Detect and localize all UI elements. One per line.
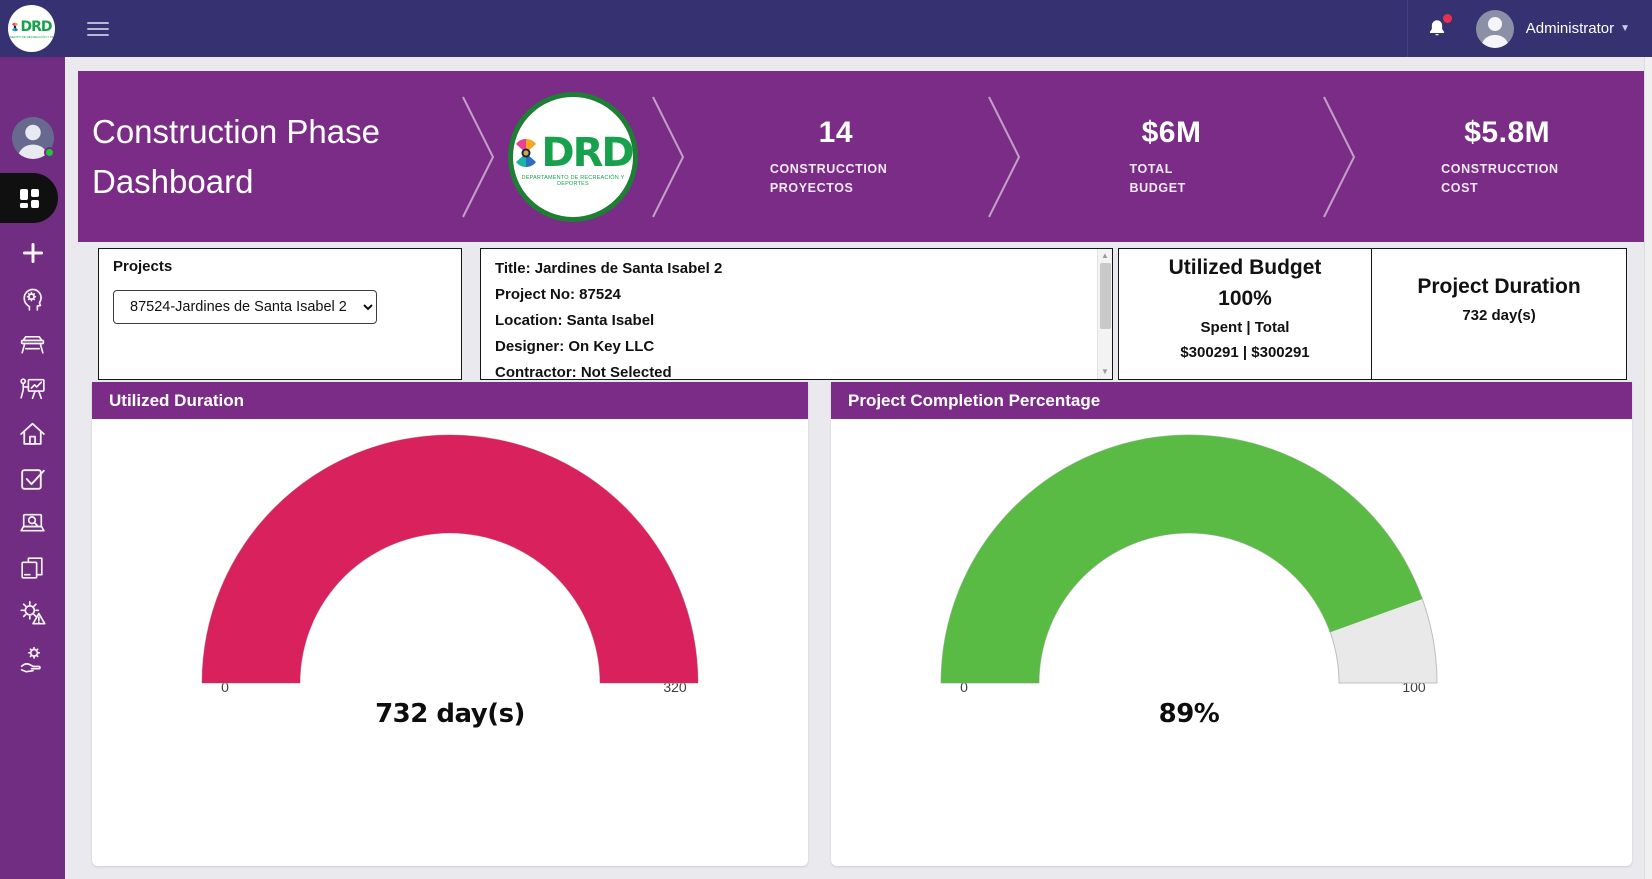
sidebar bbox=[0, 57, 65, 879]
stat-label: CONSTRUCCTION PROYECTOS bbox=[769, 162, 888, 195]
card-title: Utilized Duration bbox=[92, 382, 808, 419]
sidebar-item-home[interactable] bbox=[17, 417, 49, 449]
user-avatar[interactable] bbox=[1475, 9, 1514, 48]
documents-icon bbox=[21, 556, 43, 579]
dashboard-grid-icon bbox=[20, 189, 39, 208]
sidebar-item-services[interactable] bbox=[17, 642, 49, 674]
sidebar-item-training[interactable] bbox=[17, 372, 49, 404]
budget-amounts: $300291 | $300291 bbox=[1180, 344, 1310, 361]
utilized-duration-gauge: 0 320 bbox=[201, 434, 699, 695]
page-title: Construction Phase Dashboard bbox=[92, 113, 380, 200]
chevron-down-icon[interactable]: ▼ bbox=[1620, 23, 1630, 34]
gauge-min-label: 0 bbox=[960, 679, 968, 695]
info-scrollbar[interactable]: ▲ ▼ bbox=[1097, 249, 1112, 379]
sidebar-profile-avatar[interactable] bbox=[11, 117, 55, 159]
stat-construction-projects: 14 CONSTRUCCTION PROYECTOS bbox=[698, 116, 974, 196]
sidebar-item-inspection[interactable] bbox=[17, 507, 49, 539]
sidebar-item-planning[interactable] bbox=[17, 282, 49, 314]
drd-pinwheel-icon bbox=[516, 138, 537, 167]
project-designer-line: Designer: On Key LLC bbox=[495, 338, 655, 355]
duration-value: 732 day(s) bbox=[1462, 307, 1536, 324]
checkbox-icon bbox=[21, 468, 45, 490]
home-icon bbox=[20, 422, 45, 445]
logo-caption: DEPARTAMENTO DE RECREACIÓN Y DEPORTES bbox=[521, 174, 625, 187]
drd-pinwheel-icon bbox=[12, 22, 19, 31]
projects-panel: Projects 87524-Jardines de Santa Isabel … bbox=[98, 248, 462, 380]
page-scrollbar[interactable] bbox=[1644, 57, 1652, 879]
scrollbar-thumb[interactable] bbox=[1099, 263, 1111, 329]
sidebar-item-add[interactable] bbox=[17, 237, 49, 269]
budget-title: Utilized Budget bbox=[1168, 256, 1322, 279]
presentation-icon bbox=[20, 377, 45, 399]
online-status-dot bbox=[43, 147, 55, 158]
user-menu[interactable]: Administrator bbox=[1525, 20, 1615, 37]
scroll-up-icon[interactable]: ▲ bbox=[1101, 251, 1109, 260]
notification-badge bbox=[1442, 13, 1452, 23]
dashboard-banner: Construction Phase Dashboard DRD DEPARTA… bbox=[78, 71, 1645, 242]
laptop-search-icon bbox=[20, 513, 45, 532]
utilized-duration-card: Utilized Duration 0 320 732 day(s) bbox=[92, 382, 808, 866]
top-navbar: DRD DEPARTAMENTO DE RECREACIÓN Y DEPORTE… bbox=[0, 0, 1652, 57]
project-completion-card: Project Completion Percentage 0 100 89% bbox=[831, 382, 1632, 866]
head-gear-icon bbox=[23, 288, 42, 311]
gauges-row: Utilized Duration 0 320 732 day(s) Proje… bbox=[92, 382, 1632, 866]
project-number-line: Project No: 87524 bbox=[495, 286, 621, 303]
brand-caption: DEPARTAMENTO DE RECREACIÓN Y DEPORTES bbox=[8, 34, 55, 39]
brand-text: DRD bbox=[20, 18, 52, 35]
project-completion-gauge: 0 100 bbox=[940, 434, 1438, 695]
gear-alert-icon bbox=[19, 600, 46, 625]
bench-icon bbox=[20, 335, 45, 354]
gauge-value-label: 732 day(s) bbox=[375, 699, 525, 729]
chevron-separator-icon bbox=[638, 94, 698, 220]
stat-value: $5.8M bbox=[1464, 116, 1551, 150]
scroll-down-icon[interactable]: ▼ bbox=[1101, 367, 1109, 376]
utilized-budget-panel: Utilized Budget 100% Spent | Total $3002… bbox=[1118, 248, 1372, 380]
chevron-separator-icon bbox=[448, 94, 508, 220]
drd-logo: DRD DEPARTAMENTO DE RECREACIÓN Y DEPORTE… bbox=[508, 91, 638, 222]
menu-toggle-icon[interactable] bbox=[87, 18, 109, 40]
projects-label: Projects bbox=[113, 258, 173, 275]
project-contractor-line: Contractor: Not Selected bbox=[495, 364, 672, 381]
sidebar-item-documents[interactable] bbox=[17, 552, 49, 584]
sidebar-item-furniture[interactable] bbox=[17, 327, 49, 359]
project-duration-panel: Project Duration 732 day(s) bbox=[1371, 248, 1627, 380]
notifications-bell-icon[interactable] bbox=[1426, 13, 1452, 41]
project-select[interactable]: 87524-Jardines de Santa Isabel 2 bbox=[113, 290, 377, 324]
drd-logo-small[interactable]: DRD DEPARTAMENTO DE RECREACIÓN Y DEPORTE… bbox=[8, 5, 55, 52]
chevron-separator-icon bbox=[974, 94, 1034, 220]
sidebar-item-dashboard[interactable] bbox=[0, 173, 58, 223]
gauge-value-label: 89% bbox=[1158, 699, 1220, 729]
sidebar-item-issues[interactable] bbox=[17, 597, 49, 629]
stat-total-budget: $6M TOTAL BUDGET bbox=[1034, 116, 1310, 196]
plus-icon bbox=[22, 243, 43, 263]
navbar-divider bbox=[1406, 0, 1408, 57]
project-info-panel: Title: Jardines de Santa Isabel 2 Projec… bbox=[480, 248, 1113, 381]
duration-title: Project Duration bbox=[1417, 275, 1581, 298]
hand-gear-icon bbox=[20, 646, 41, 673]
project-location-line: Location: Santa Isabel bbox=[495, 312, 655, 329]
chevron-separator-icon bbox=[1309, 94, 1369, 220]
main-content: Construction Phase Dashboard DRD DEPARTA… bbox=[65, 57, 1652, 879]
gauge-min-label: 0 bbox=[221, 679, 229, 695]
stat-construction-cost: $5.8M CONSTRUCCTION COST bbox=[1369, 116, 1645, 196]
stat-value: 14 bbox=[818, 116, 854, 150]
card-title: Project Completion Percentage bbox=[831, 382, 1632, 419]
stat-label: CONSTRUCCTION COST bbox=[1441, 162, 1559, 195]
logo-text: DRD bbox=[541, 129, 634, 176]
project-summary-row: Projects 87524-Jardines de Santa Isabel … bbox=[98, 248, 1632, 381]
sidebar-item-tasks[interactable] bbox=[17, 462, 49, 494]
budget-sub-label: Spent | Total bbox=[1200, 319, 1290, 336]
stat-value: $6M bbox=[1141, 116, 1202, 150]
stat-label: TOTAL BUDGET bbox=[1129, 162, 1186, 195]
budget-percent: 100% bbox=[1218, 287, 1272, 310]
project-title-line: Title: Jardines de Santa Isabel 2 bbox=[495, 260, 723, 277]
